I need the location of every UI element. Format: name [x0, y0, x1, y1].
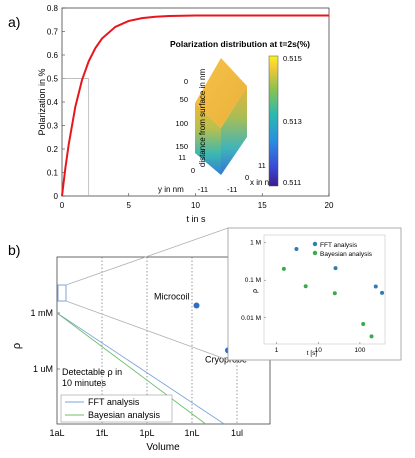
- bi-xtick-label: 10: [315, 347, 323, 354]
- a-xtick-label: 20: [325, 201, 334, 210]
- panel-a-reference-lines: [62, 78, 90, 196]
- b-xtick-label: 1aL: [49, 428, 64, 438]
- colorbar-tick-min: 0.511: [283, 178, 301, 187]
- panel-b-yticks: 1 mM 1 uM: [31, 308, 60, 374]
- a-xtick-label: 10: [191, 201, 200, 210]
- y-tick-neg11: -11: [198, 185, 208, 194]
- bi-point: [361, 322, 366, 327]
- b-xtick-label: 1ul: [231, 428, 243, 438]
- bi-point: [380, 290, 385, 295]
- panel-a-inset: Polarization distribution at t=2s(%) 0 5…: [158, 39, 310, 194]
- panel-b-series: [56, 312, 225, 425]
- cube-top-face: [195, 58, 247, 128]
- a-ytick-label: 0.5: [47, 75, 59, 84]
- panel-a-axes-box: [61, 7, 330, 197]
- legend-label-fft: FFT analysis: [88, 397, 140, 407]
- a-ytick-label: 0.7: [47, 28, 59, 37]
- panel-b-legend: [60, 394, 173, 423]
- bi-point: [373, 284, 378, 289]
- bi-point: [281, 266, 286, 271]
- a-ytick-label: 0.3: [47, 122, 59, 131]
- inset-zlabel: distance from surface in nm: [198, 69, 207, 168]
- bi-point: [303, 284, 308, 289]
- bi-ytick-label: 0.1 M: [245, 277, 261, 284]
- detectable-note-line2: 10 minutes: [62, 378, 107, 388]
- inset-ylabel: y in nm: [158, 185, 184, 194]
- panel-b-xticks: 1aL 1fL 1pL 1nL 1ul: [49, 428, 243, 438]
- a-ytick-label: 0.8: [47, 4, 59, 13]
- a-ytick-label: 0.4: [47, 98, 59, 107]
- cube-right-face: [221, 86, 247, 175]
- panel-a-yticks: 0 0.1 0.2 0.3 0.4 0.5 0.6 0.7 0.8: [47, 4, 65, 201]
- bi-point: [294, 246, 299, 251]
- panel-a-label: a): [8, 14, 20, 30]
- colorbar-tick-mid: 0.513: [283, 117, 302, 126]
- inset-b-points: [281, 246, 385, 339]
- x-tick-11: 11: [258, 161, 266, 170]
- b-point-label: Microcoil: [154, 292, 190, 302]
- inset-legend-marker-fft: [312, 241, 318, 247]
- z-tick-100: 100: [175, 119, 188, 128]
- bi-xtick-label: 100: [354, 347, 365, 354]
- a-xtick-label: 0: [60, 201, 65, 210]
- x-tick-neg11: -11: [227, 185, 237, 194]
- b-series-line: [56, 312, 225, 425]
- inset-legend-label-bayesian: Bayesian analysis: [320, 251, 373, 258]
- a-xtick-label: 5: [127, 201, 132, 210]
- inset-legend-marker-bayesian: [312, 250, 318, 256]
- bi-point: [369, 334, 374, 339]
- inset-b-frame: [227, 227, 402, 361]
- polarization-curve: [61, 14, 329, 197]
- cube-left-face: [195, 103, 221, 175]
- panel-a-xlabel: t in s: [186, 214, 206, 224]
- y-tick-0: 0: [191, 166, 195, 175]
- detectable-note-line1: Detectable ρ in: [62, 367, 122, 377]
- b-point-marker: [193, 302, 200, 309]
- inset-xlabel: x in nm: [250, 178, 276, 187]
- z-tick-50: 50: [180, 95, 188, 104]
- panel-b-inset: 1 10 100 1 M 0.1 M 0.01 M t [s] ρ FFT analysi…: [227, 227, 402, 361]
- inset-b-ylabel: ρ: [252, 289, 259, 293]
- detectable-note-part2: 10 minutes: [62, 378, 107, 388]
- bi-point: [332, 291, 337, 296]
- y-tick-11: 11: [178, 153, 186, 162]
- colorbar: [268, 55, 279, 187]
- a-ytick-label: 0: [54, 192, 59, 201]
- a-ytick-label: 0.1: [47, 169, 59, 178]
- inset-legend-label-fft: FFT analysis: [320, 242, 358, 249]
- a-ytick-label: 0.6: [47, 51, 59, 60]
- inset-b-axes-box: [263, 234, 386, 345]
- panel-b-label: b): [8, 242, 20, 258]
- b-ytick-label: 1 uM: [33, 364, 53, 374]
- colorbar-tick-max: 0.515: [283, 54, 302, 63]
- z-tick-150: 150: [175, 142, 188, 151]
- z-tick-0: 0: [184, 77, 188, 86]
- zoom-connector-bottom: [65, 300, 229, 361]
- zoom-region-box: [57, 284, 67, 302]
- legend-label-bayesian: Bayesian analysis: [88, 410, 161, 420]
- inset-b-ticks: 1 10 100 1 M 0.1 M 0.01 M: [241, 240, 366, 354]
- bi-ytick-label: 1 M: [250, 240, 261, 247]
- panel-a-ylabel: Polarization in %: [37, 68, 47, 135]
- detectable-note: Detectable ρ in: [62, 367, 122, 377]
- b-series-line: [56, 312, 206, 425]
- a-ytick-label: 0.2: [47, 145, 59, 154]
- b-ytick-label: 1 mM: [31, 308, 54, 318]
- bi-xtick-label: 1: [275, 347, 279, 354]
- bi-ytick-label: 0.01 M: [241, 315, 261, 322]
- panel-a-plot: 0 0.1 0.2 0.3 0.4 0.5 0.6 0.7 0.8 0 5 10 15 20 t in …: [37, 4, 334, 224]
- b-xtick-label: 1pL: [139, 428, 154, 438]
- inset-b-xlabel: t [s]: [307, 350, 318, 357]
- b-xtick-label: 1nL: [184, 428, 199, 438]
- panel-b-ylabel: ρ: [11, 343, 23, 349]
- x-tick-0: 0: [245, 173, 249, 182]
- bi-point: [333, 266, 338, 271]
- a-xtick-label: 15: [258, 201, 267, 210]
- zoom-connector-top: [65, 227, 229, 286]
- inset-title: Polarization distribution at t=2s(%): [170, 39, 310, 49]
- b-xtick-label: 1fL: [96, 428, 109, 438]
- panel-b-xlabel: Volume: [146, 442, 180, 453]
